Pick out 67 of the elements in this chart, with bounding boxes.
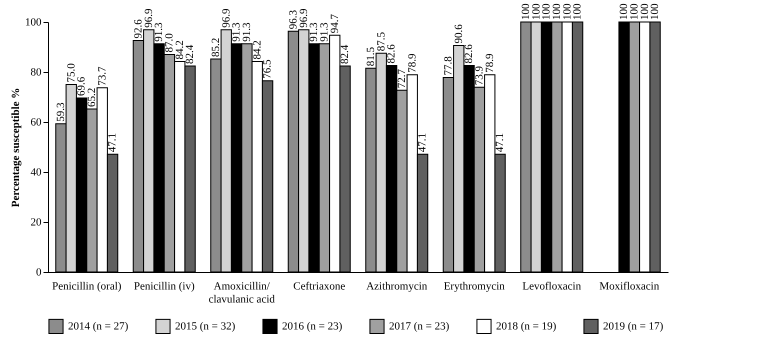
data-label: 47.1 — [106, 133, 119, 152]
data-label: 73.7 — [96, 66, 108, 86]
legend-label: 2016 (n = 23) — [282, 320, 343, 332]
x-tick-label: Erythromycin — [444, 280, 506, 292]
x-tick-label: Azithromycin — [366, 280, 428, 292]
data-label: 82.4 — [339, 44, 352, 64]
data-label: 96.9 — [298, 8, 310, 28]
data-label: 85.2 — [210, 38, 222, 57]
y-tick-label: 40 — [30, 166, 42, 178]
data-label: 91.3 — [240, 22, 253, 42]
data-label: 96.9 — [220, 8, 232, 28]
legend-label: 2014 (n = 27) — [68, 320, 129, 332]
data-label: 100 — [540, 3, 553, 20]
y-tick-label: 0 — [36, 266, 42, 278]
x-tick-label: Moxifloxacin — [599, 280, 660, 292]
data-label: 100 — [628, 3, 640, 20]
y-axis-title: Percentage susceptible % — [10, 88, 22, 208]
data-label: 72.7 — [396, 68, 408, 88]
x-tick-label: Ceftriaxone — [293, 280, 346, 292]
data-label: 92.6 — [132, 18, 144, 38]
y-tick-label: 80 — [30, 66, 42, 78]
data-label: 100 — [618, 3, 630, 20]
data-label: 96.3 — [287, 10, 300, 30]
x-tick-label: Penicillin (oral) — [52, 280, 122, 292]
y-tick-label: 100 — [25, 16, 42, 28]
data-label: 78.9 — [406, 53, 418, 73]
data-label: 87.0 — [163, 32, 176, 52]
data-label: 96.9 — [142, 8, 155, 28]
data-label: 100 — [520, 3, 532, 20]
x-tick-label: Penicillin (iv) — [134, 280, 195, 292]
data-label: 100 — [649, 3, 662, 20]
data-label: 100 — [572, 3, 584, 20]
data-label: 84.2 — [174, 40, 186, 60]
data-label: 69.6 — [76, 76, 88, 96]
x-tick-label: Amoxicillin/ clavulanic acid — [208, 280, 276, 306]
y-tick-label: 20 — [30, 216, 42, 228]
data-label: 91.3 — [308, 22, 320, 42]
data-label: 59.3 — [54, 102, 67, 122]
legend-label: 2017 (n = 23) — [389, 320, 450, 332]
data-label: 73.9 — [473, 66, 486, 86]
data-label: 77.8 — [442, 56, 454, 76]
data-label: 91.3 — [318, 22, 330, 42]
data-label: 87.5 — [375, 32, 388, 52]
legend-label: 2015 (n = 32) — [175, 320, 236, 332]
data-label: 91.3 — [230, 22, 243, 42]
data-label: 78.9 — [484, 53, 496, 73]
data-label: 81.5 — [364, 46, 377, 66]
data-label: 65.2 — [86, 88, 98, 107]
data-label: 75.0 — [65, 62, 78, 82]
data-label: 100 — [638, 3, 651, 20]
data-label: 82.6 — [463, 44, 476, 64]
data-label: 76.5 — [262, 59, 274, 79]
data-label: 47.1 — [416, 133, 429, 152]
legend-label: 2019 (n = 17) — [603, 320, 664, 332]
data-label: 100 — [561, 3, 574, 20]
data-label: 100 — [550, 3, 563, 20]
x-tick-label: Levofloxacin — [522, 280, 582, 292]
y-tick-label: 60 — [30, 116, 42, 128]
legend-label: 2018 (n = 19) — [496, 320, 557, 332]
data-label: 90.6 — [452, 24, 465, 44]
data-label: 82.6 — [386, 44, 398, 64]
data-label: 91.3 — [153, 22, 166, 42]
data-label: 82.4 — [184, 44, 196, 64]
data-label: 84.2 — [251, 40, 264, 60]
data-label: 100 — [530, 3, 542, 20]
data-label: 47.1 — [494, 133, 506, 152]
data-label: 94.7 — [328, 14, 341, 34]
